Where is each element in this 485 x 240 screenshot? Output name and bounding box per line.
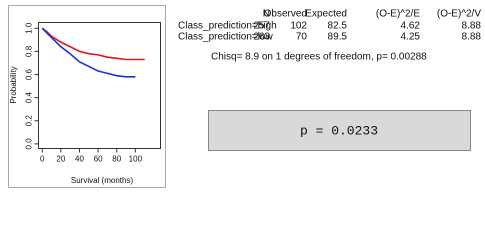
table-cell: Class_prediction=high: [178, 21, 277, 32]
survival-curve: [41, 27, 136, 78]
table-cell: 4.62: [401, 21, 421, 32]
y-tick-label: 0.8: [25, 45, 34, 57]
y-axis-label: Probability: [9, 66, 18, 103]
table-cell: 102: [290, 21, 307, 32]
x-tick-label: 100: [129, 155, 143, 164]
page: {"chart_data": {"type": "line", "x": [0,…: [8, 5, 482, 188]
table-cell: Class_prediction=low: [178, 32, 274, 43]
plot-frame: [38, 22, 161, 149]
screen: Survival (months) Probability Chisq= 8.9…: [8, 5, 482, 188]
table-header: N: [263, 9, 270, 20]
chisq-text: Chisq= 8.9 on 1 degrees of freedom, p= 0…: [211, 52, 427, 63]
y-tick-label: 0.0: [25, 138, 34, 150]
survival-curve: [41, 27, 145, 61]
table-cell: 8.88: [462, 32, 482, 43]
table-header: Expected: [305, 9, 347, 20]
pvalue-text: p = 0.0233: [300, 123, 378, 138]
table-cell: 257: [253, 21, 270, 32]
x-tick-label: 40: [75, 155, 84, 164]
y-tick-label: 0.4: [25, 92, 34, 104]
pvalue-box: [208, 110, 471, 151]
table-cell: 89.5: [328, 32, 348, 43]
table-header: (O-E)^2/V: [437, 9, 481, 20]
table-cell: 82.5: [328, 21, 348, 32]
x-tick-label: 80: [112, 155, 121, 164]
table-cell: 8.88: [462, 21, 482, 32]
table-cell: 4.25: [401, 32, 421, 43]
y-tick-label: 1.0: [25, 22, 34, 34]
table-header: Observed: [264, 9, 307, 20]
x-axis-label: Survival (months): [71, 176, 134, 185]
table-header: (O-E)^2/E: [376, 9, 420, 20]
x-tick-label: 0: [40, 155, 45, 164]
y-tick-label: 0.6: [25, 68, 34, 80]
y-tick-label: 0.2: [25, 115, 34, 127]
table-cell: 263: [253, 32, 270, 43]
x-tick-label: 60: [94, 155, 103, 164]
x-tick-label: 20: [56, 155, 65, 164]
plot-panel: [8, 5, 166, 188]
table-cell: 70: [296, 32, 308, 43]
